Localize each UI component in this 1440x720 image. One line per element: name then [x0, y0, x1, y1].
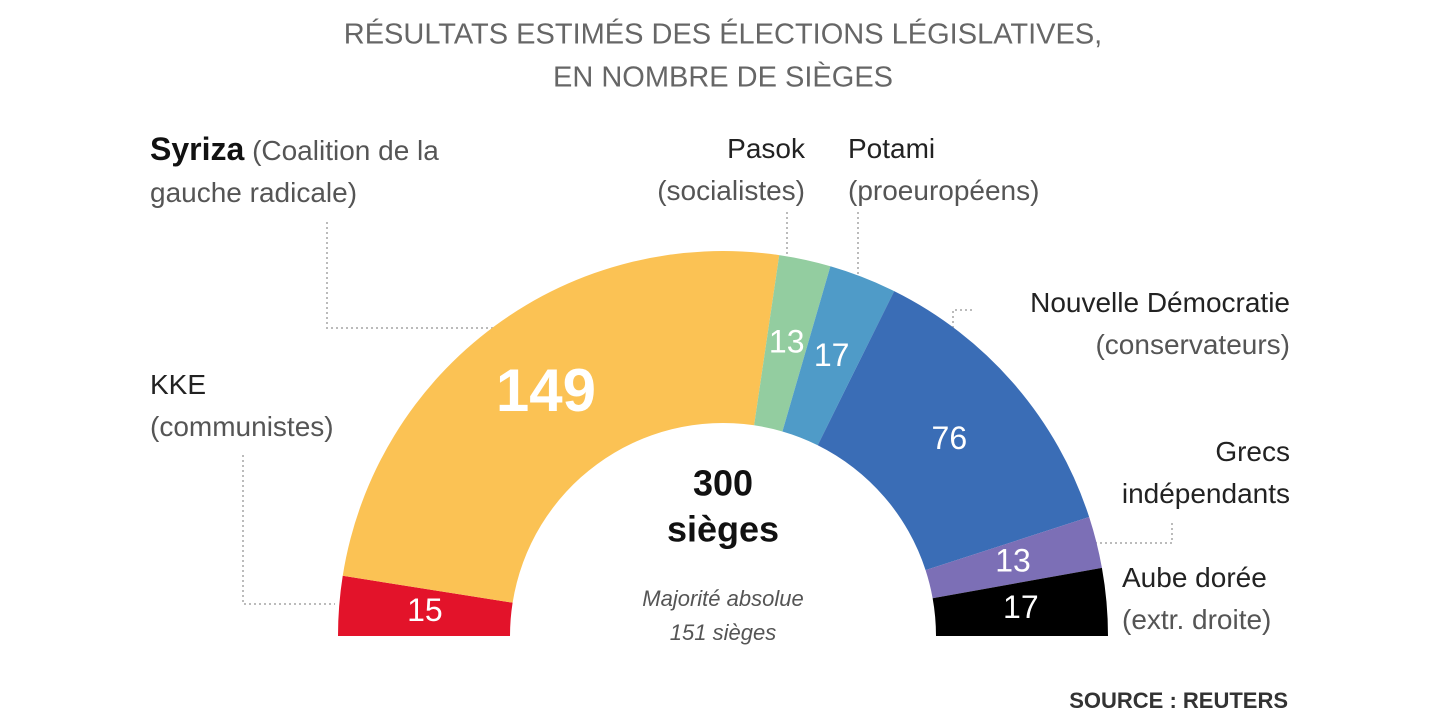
- segment: [782, 266, 895, 446]
- party-description: (conservateurs): [1095, 329, 1290, 360]
- party-label: Potami (proeuropéens): [848, 128, 1108, 212]
- party-label: Grecs indépendants: [1070, 431, 1290, 515]
- party-description: (Coalition de la gauche radicale): [150, 135, 439, 208]
- connector: [242, 455, 335, 605]
- value-label: 17: [1003, 589, 1039, 625]
- party-label: Aube dorée (extr. droite): [1122, 557, 1322, 641]
- chart-title: EN NOMBRE DE SIÈGES: [553, 61, 893, 94]
- party-description: (communistes): [150, 411, 334, 442]
- total-unit: sièges: [667, 509, 779, 550]
- segment: [817, 291, 1090, 571]
- segment: [925, 517, 1102, 599]
- majority-text: 151 sièges: [670, 620, 776, 645]
- majority-value: 151: [670, 620, 707, 645]
- value-label: 13: [769, 323, 805, 359]
- party-name: Pasok: [727, 133, 805, 164]
- value-label: 76: [932, 420, 968, 456]
- party-description: (extr. droite): [1122, 604, 1272, 635]
- segment: [342, 250, 780, 603]
- party-label: KKE (communistes): [150, 364, 410, 448]
- total-value: 300: [693, 463, 753, 504]
- value-label: 15: [407, 592, 443, 628]
- source: SOURCE : REUTERS: [1069, 688, 1288, 713]
- party-label: Pasok (socialistes): [565, 128, 805, 212]
- party-description: (socialistes): [657, 175, 805, 206]
- value-label: 17: [814, 337, 850, 373]
- party-label: Syriza (Coalition de la gauche radicale): [150, 128, 480, 214]
- chart-title: RÉSULTATS ESTIMÉS DES ÉLECTIONS LÉGISLAT…: [344, 18, 1103, 51]
- connectors: [242, 212, 1173, 605]
- segment: [754, 255, 831, 432]
- connector: [1090, 522, 1173, 544]
- connector: [326, 222, 495, 329]
- value-label: 149: [496, 357, 596, 424]
- party-name: KKE: [150, 369, 207, 400]
- segment: [932, 567, 1109, 636]
- party-label: Nouvelle Démocratie (conservateurs): [950, 282, 1290, 366]
- party-name: Grecs indépendants: [1121, 436, 1290, 509]
- party-name: Aube dorée: [1122, 562, 1267, 593]
- value-label: 13: [995, 543, 1031, 579]
- segment: [338, 575, 513, 636]
- party-name: Potami: [848, 133, 936, 164]
- majority-unit: sièges: [713, 620, 777, 645]
- majority-label: Majorité absolue: [642, 586, 803, 611]
- party-description: (proeuropéens): [848, 175, 1040, 206]
- party-name: Nouvelle Démocratie: [1030, 287, 1290, 318]
- party-name: Syriza: [150, 131, 245, 167]
